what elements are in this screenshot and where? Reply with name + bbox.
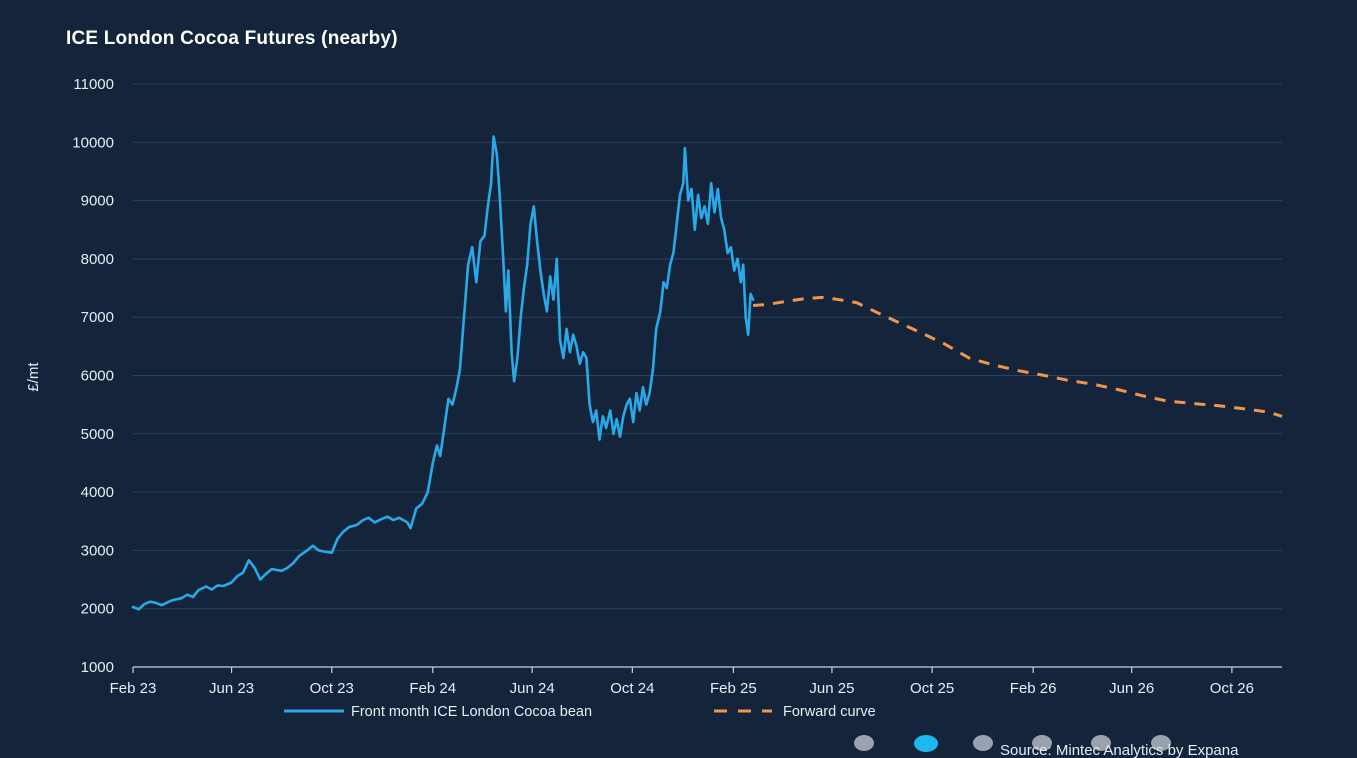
x-tick-label: Jun 23 [209, 680, 254, 697]
x-tick-label: Oct 25 [910, 680, 954, 697]
y-tick-label: 9000 [81, 193, 114, 210]
legend: Front month ICE London Cocoa bean Forward… [284, 704, 876, 720]
x-tick-label: Oct 23 [310, 680, 354, 697]
x-tick-label: Feb 26 [1010, 680, 1057, 697]
x-tick-label: Jun 25 [809, 680, 854, 697]
y-tick-label: 7000 [81, 309, 114, 326]
y-tick-label: 8000 [81, 251, 114, 268]
series-line-forward-curve [752, 295, 1283, 418]
x-tick-label: Oct 24 [610, 680, 654, 697]
x-tick-label: Jun 26 [1109, 680, 1154, 697]
y-tick-label: 1000 [81, 659, 114, 676]
source-note: Source: Mintec Analytics by Expana [1000, 742, 1239, 758]
y-tick-label: 10000 [72, 134, 114, 151]
line-chart: 1000 2000 3000 4000 5000 6000 7000 8000 9000 1000… [25, 76, 1283, 720]
legend-label: Front month ICE London Cocoa bean [351, 704, 592, 720]
y-tick-label: 5000 [81, 426, 114, 443]
y-tick-label: 3000 [81, 542, 114, 559]
x-tick-label: Jun 24 [510, 680, 555, 697]
pager-dot-6[interactable] [1151, 735, 1171, 751]
y-tick-label: 4000 [81, 484, 114, 501]
y-axis-ticks: 1000 2000 3000 4000 5000 6000 7000 8000 9000 1000… [72, 76, 114, 676]
x-tick-label: Feb 24 [409, 680, 456, 697]
chart-title: ICE London Cocoa Futures (nearby) [66, 28, 398, 49]
series-lines [131, 135, 1283, 611]
series-line-front-month [131, 135, 755, 611]
grid-lines [133, 83, 1282, 610]
x-tick-label: Feb 23 [110, 680, 157, 697]
y-axis-label: £/mt [25, 362, 42, 392]
pager-dot-4[interactable] [1032, 735, 1052, 751]
pager-dot-3[interactable] [973, 735, 993, 751]
x-tick-label: Oct 26 [1210, 680, 1254, 697]
pager-dot-2[interactable] [914, 735, 938, 752]
x-tick-label: Feb 25 [710, 680, 757, 697]
pager-dot-1[interactable] [854, 735, 874, 751]
y-tick-label: 11000 [73, 76, 114, 93]
pager-dot-5[interactable] [1091, 735, 1111, 751]
y-tick-label: 2000 [81, 601, 114, 618]
y-tick-label: 6000 [81, 368, 114, 385]
legend-label: Forward curve [783, 704, 876, 720]
x-axis: Feb 23 Jun 23 Oct 23 Feb 24 Jun 24 Oct 24 Feb … [110, 666, 1282, 697]
